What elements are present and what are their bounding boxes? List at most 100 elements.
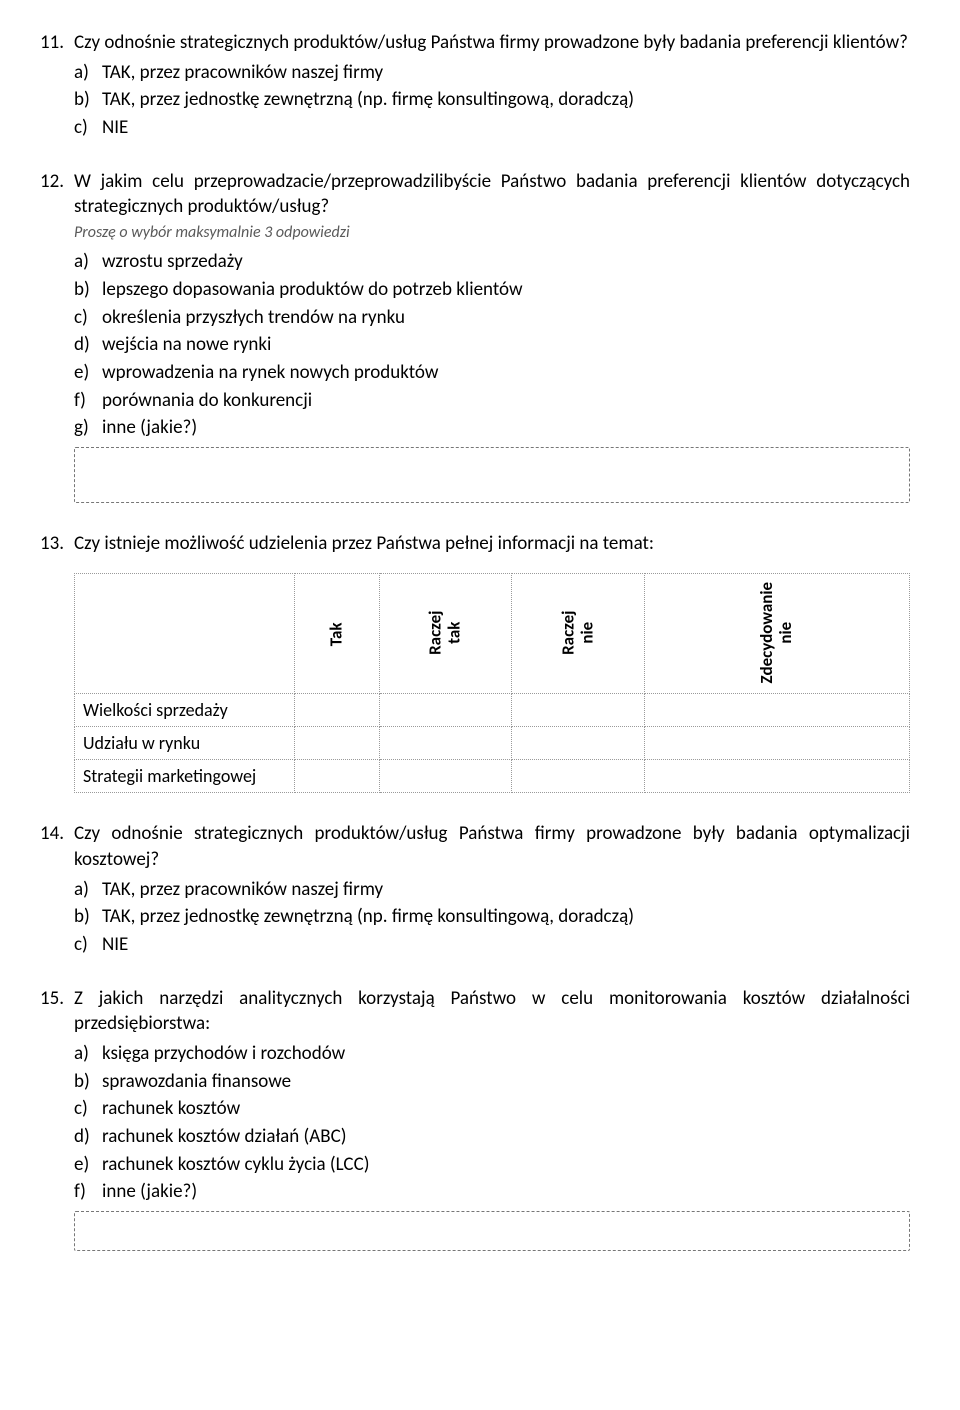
option[interactable]: c)rachunek kosztów [74, 1096, 910, 1122]
matrix-cell[interactable] [379, 760, 512, 793]
option[interactable]: b)lepszego dopasowania produktów do potr… [74, 277, 910, 303]
column-header: Zdecydowanienie [645, 573, 910, 693]
option-text: rachunek kosztów cyklu życia (LCC) [102, 1152, 910, 1178]
matrix-cell[interactable] [295, 726, 380, 759]
question-15: 15. Z jakich narzędzi analitycznych korz… [40, 986, 910, 1251]
question-text: Z jakich narzędzi analitycznych korzysta… [74, 986, 910, 1037]
question-11: 11. Czy odnośnie strategicznych produktó… [40, 30, 910, 141]
question-13-table-wrap: Tak Raczejtak Raczejnie Zdecydowanienie … [74, 573, 910, 794]
option-text: sprawozdania finansowe [102, 1069, 910, 1095]
option-letter: b) [74, 87, 102, 113]
column-header-label: Tak [328, 622, 347, 646]
question-13-heading: 13. Czy istnieje możliwość udzielenia pr… [40, 531, 910, 557]
option-letter: a) [74, 1041, 102, 1067]
option[interactable]: d)wejścia na nowe rynki [74, 332, 910, 358]
option-letter: a) [74, 877, 102, 903]
option[interactable]: b)sprawozdania finansowe [74, 1069, 910, 1095]
option[interactable]: c)określenia przyszłych trendów na rynku [74, 305, 910, 331]
question-13: 13. Czy istnieje możliwość udzielenia pr… [40, 531, 910, 794]
question-number: 11. [40, 30, 74, 56]
question-12-instruction: Proszę o wybór maksymalnie 3 odpowiedzi [74, 222, 910, 244]
option-text: rachunek kosztów [102, 1096, 910, 1122]
option-letter: a) [74, 60, 102, 86]
question-14-options: a)TAK, przez pracowników naszej firmy b)… [74, 877, 910, 958]
question-text: Czy odnośnie strategicznych produktów/us… [74, 30, 910, 56]
column-header-text: Raczejtak [425, 610, 465, 654]
option[interactable]: a)księga przychodów i rozchodów [74, 1041, 910, 1067]
freeform-answer-box[interactable] [74, 447, 910, 503]
option-text: inne (jakie?) [102, 415, 910, 441]
question-text: W jakim celu przeprowadzacie/przeprowadz… [74, 169, 910, 220]
option-text: NIE [102, 115, 910, 141]
freeform-answer-box[interactable] [74, 1211, 910, 1251]
option-letter: e) [74, 360, 102, 386]
option[interactable]: f)inne (jakie?) [74, 1179, 910, 1205]
option-letter: f) [74, 1179, 102, 1205]
question-14: 14. Czy odnośnie strategicznych produktó… [40, 821, 910, 957]
option-text: TAK, przez pracowników naszej firmy [102, 60, 910, 86]
option-letter: b) [74, 1069, 102, 1095]
matrix-cell[interactable] [645, 693, 910, 726]
matrix-cell[interactable] [512, 693, 645, 726]
option-text: TAK, przez pracowników naszej firmy [102, 877, 910, 903]
question-12-options: a)wzrostu sprzedaży b)lepszego dopasowan… [74, 249, 910, 440]
question-12-heading: 12. W jakim celu przeprowadzacie/przepro… [40, 169, 910, 220]
question-text: Czy istnieje możliwość udzielenia przez … [74, 531, 910, 557]
matrix-cell[interactable] [295, 693, 380, 726]
table-header-row: Tak Raczejtak Raczejnie Zdecydowanienie [75, 573, 910, 693]
row-label: Udziału w rynku [75, 726, 295, 759]
option-text: wejścia na nowe rynki [102, 332, 910, 358]
option-letter: f) [74, 388, 102, 414]
row-label: Wielkości sprzedaży [75, 693, 295, 726]
option-text: wprowadzenia na rynek nowych produktów [102, 360, 910, 386]
table-row: Wielkości sprzedaży [75, 693, 910, 726]
matrix-cell[interactable] [295, 760, 380, 793]
matrix-cell[interactable] [645, 760, 910, 793]
matrix-cell[interactable] [379, 726, 512, 759]
option-text: inne (jakie?) [102, 1179, 910, 1205]
option-letter: b) [74, 904, 102, 930]
option[interactable]: f)porównania do konkurencji [74, 388, 910, 414]
question-number: 14. [40, 821, 74, 847]
column-header-text: Raczejnie [558, 610, 598, 654]
column-header: Tak [295, 573, 380, 693]
option[interactable]: g)inne (jakie?) [74, 415, 910, 441]
column-header: Raczejnie [512, 573, 645, 693]
row-label: Strategii marketingowej [75, 760, 295, 793]
matrix-table: Tak Raczejtak Raczejnie Zdecydowanienie … [74, 573, 910, 794]
question-number: 13. [40, 531, 74, 557]
option-letter: c) [74, 305, 102, 331]
matrix-cell[interactable] [512, 760, 645, 793]
question-text: Czy odnośnie strategicznych produktów/us… [74, 821, 910, 872]
matrix-cell[interactable] [512, 726, 645, 759]
option-letter: e) [74, 1152, 102, 1178]
option-letter: a) [74, 249, 102, 275]
option-letter: d) [74, 1124, 102, 1150]
question-14-heading: 14. Czy odnośnie strategicznych produktó… [40, 821, 910, 872]
question-11-heading: 11. Czy odnośnie strategicznych produktó… [40, 30, 910, 56]
option-text: lepszego dopasowania produktów do potrze… [102, 277, 910, 303]
option-letter: c) [74, 932, 102, 958]
table-row: Strategii marketingowej [75, 760, 910, 793]
blank-cell [75, 573, 295, 693]
option[interactable]: d)rachunek kosztów działań (ABC) [74, 1124, 910, 1150]
option[interactable]: a)TAK, przez pracowników naszej firmy [74, 60, 910, 86]
matrix-cell[interactable] [379, 693, 512, 726]
matrix-cell[interactable] [645, 726, 910, 759]
question-12: 12. W jakim celu przeprowadzacie/przepro… [40, 169, 910, 503]
option[interactable]: e)rachunek kosztów cyklu życia (LCC) [74, 1152, 910, 1178]
table-row: Udziału w rynku [75, 726, 910, 759]
option[interactable]: b)TAK, przez jednostkę zewnętrzną (np. f… [74, 87, 910, 113]
option[interactable]: a)TAK, przez pracowników naszej firmy [74, 877, 910, 903]
question-number: 12. [40, 169, 74, 195]
option-letter: c) [74, 1096, 102, 1122]
option[interactable]: a)wzrostu sprzedaży [74, 249, 910, 275]
option[interactable]: c)NIE [74, 115, 910, 141]
column-header: Raczejtak [379, 573, 512, 693]
question-15-heading: 15. Z jakich narzędzi analitycznych korz… [40, 986, 910, 1037]
option[interactable]: e)wprowadzenia na rynek nowych produktów [74, 360, 910, 386]
option-text: porównania do konkurencji [102, 388, 910, 414]
option[interactable]: b)TAK, przez jednostkę zewnętrzną (np. f… [74, 904, 910, 930]
column-header-text: Zdecydowanienie [756, 581, 796, 683]
option[interactable]: c)NIE [74, 932, 910, 958]
